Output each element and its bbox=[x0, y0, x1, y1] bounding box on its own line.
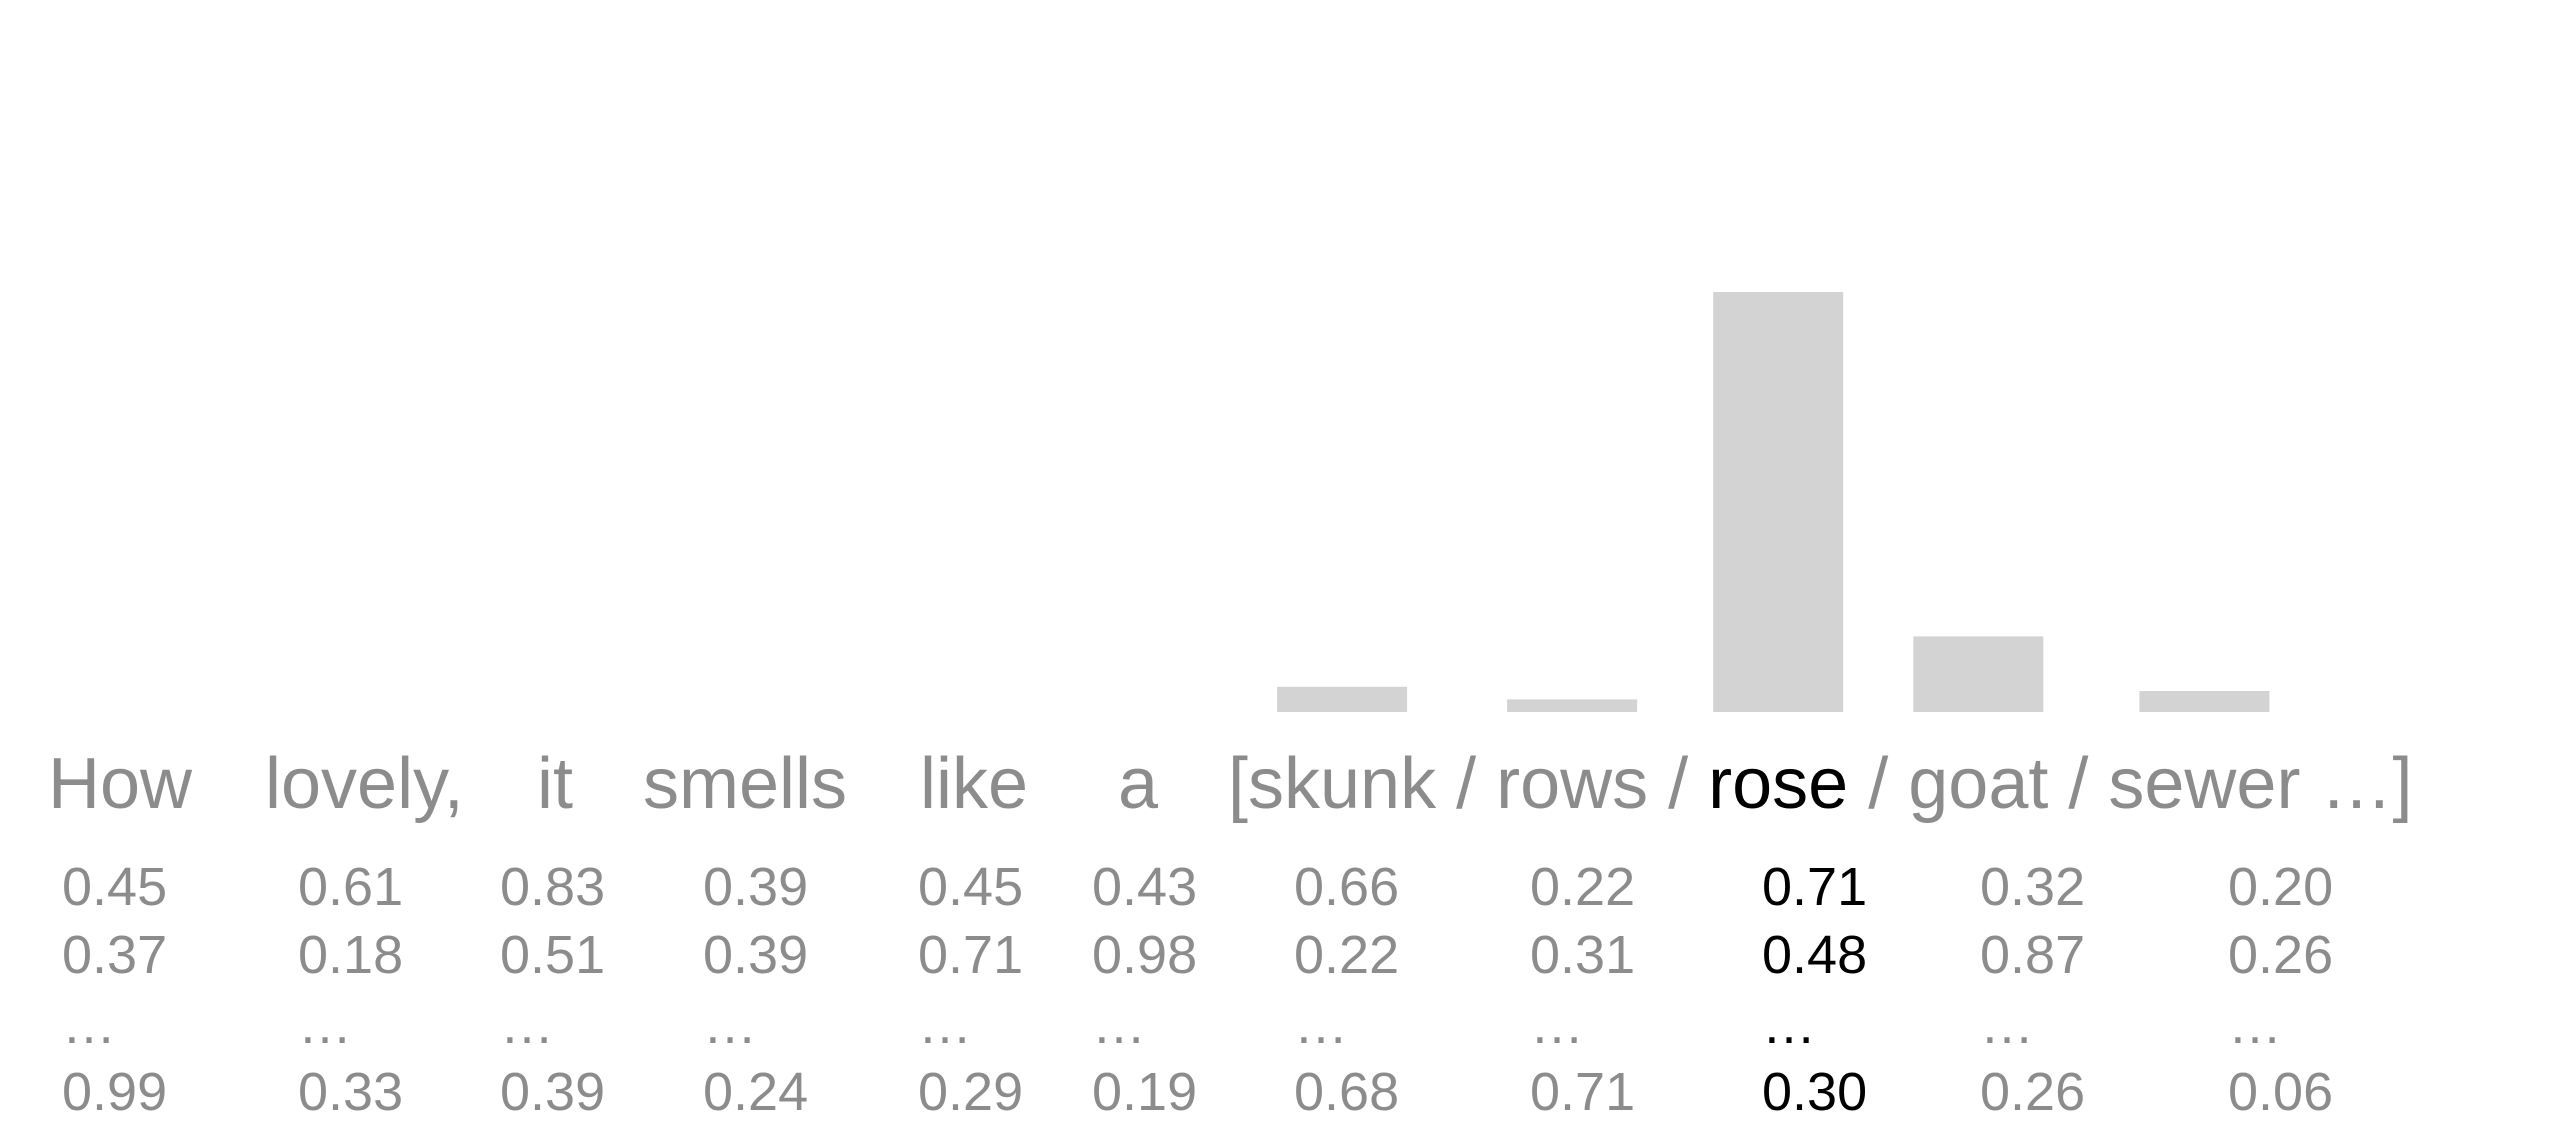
sentence-word: it bbox=[537, 744, 573, 824]
vector-value: 0.22 bbox=[1294, 925, 1399, 985]
vector-value: 0.39 bbox=[500, 1062, 605, 1122]
candidate-open-bracket: [ bbox=[1228, 744, 1248, 824]
bar-skunk bbox=[1277, 686, 1408, 712]
vector-ellipsis: … bbox=[1092, 995, 1146, 1055]
bar-rows bbox=[1507, 699, 1638, 712]
vector-value: 0.37 bbox=[62, 925, 167, 985]
vector-column: 0.66 0.22 … 0.68 bbox=[1294, 857, 1399, 1122]
vector-value: 0.51 bbox=[500, 925, 605, 985]
bar-sewer bbox=[2139, 691, 2270, 712]
vector-ellipsis: … bbox=[2228, 995, 2282, 1055]
probability-bars bbox=[1277, 292, 2270, 712]
sentence-word: smells bbox=[643, 744, 847, 824]
vector-value: 0.33 bbox=[298, 1062, 403, 1122]
candidate-word: rows bbox=[1496, 744, 1648, 824]
vector-value: 0.32 bbox=[1980, 857, 2085, 917]
vector-ellipsis: … bbox=[1980, 995, 2034, 1055]
candidate-separator: / bbox=[1436, 744, 1496, 824]
vector-value: 0.24 bbox=[703, 1062, 808, 1122]
vector-value: 0.26 bbox=[2228, 925, 2333, 985]
vector-ellipsis: … bbox=[703, 995, 757, 1055]
candidate-separator: / bbox=[2048, 744, 2108, 824]
candidate-separator: / bbox=[1848, 744, 1908, 824]
vector-value: 0.20 bbox=[2228, 857, 2333, 917]
vector-value: 0.66 bbox=[1294, 857, 1399, 917]
vector-value: 0.45 bbox=[62, 857, 167, 917]
vector-value: 0.99 bbox=[62, 1062, 167, 1122]
vector-value: 0.29 bbox=[918, 1062, 1023, 1122]
vector-value: 0.22 bbox=[1530, 857, 1635, 917]
sentence-word: like bbox=[920, 744, 1028, 824]
vector-column: 0.43 0.98 … 0.19 bbox=[1092, 857, 1197, 1122]
vector-value: 0.48 bbox=[1762, 925, 1867, 985]
vector-column: 0.32 0.87 … 0.26 bbox=[1980, 857, 2085, 1122]
vector-ellipsis: … bbox=[62, 995, 116, 1055]
vector-column: 0.20 0.26 … 0.06 bbox=[2228, 857, 2333, 1122]
vector-value: 0.39 bbox=[703, 857, 808, 917]
bar-rose bbox=[1713, 292, 1844, 712]
vector-value: 0.45 bbox=[918, 857, 1023, 917]
vector-ellipsis: … bbox=[918, 995, 972, 1055]
vector-column: 0.22 0.31 … 0.71 bbox=[1530, 857, 1635, 1122]
vector-value: 0.26 bbox=[1980, 1062, 2085, 1122]
vector-value: 0.87 bbox=[1980, 925, 2085, 985]
vector-value: 0.71 bbox=[918, 925, 1023, 985]
candidate-word: sewer bbox=[2108, 744, 2300, 824]
bar-goat bbox=[1913, 636, 2044, 712]
vector-column: 0.61 0.18 … 0.33 bbox=[298, 857, 403, 1122]
vector-ellipsis: … bbox=[298, 995, 352, 1055]
vector-value: 0.31 bbox=[1530, 925, 1635, 985]
vector-value: 0.71 bbox=[1762, 857, 1867, 917]
vector-value: 0.98 bbox=[1092, 925, 1197, 985]
vector-value: 0.30 bbox=[1762, 1062, 1867, 1122]
vector-column: 0.45 0.71 … 0.29 bbox=[918, 857, 1023, 1122]
sentence-line: How lovely, it smells like a [skunk / rows / r… bbox=[48, 744, 2412, 824]
vector-value: 0.68 bbox=[1294, 1062, 1399, 1122]
vector-column: 0.39 0.39 … 0.24 bbox=[703, 857, 808, 1122]
candidate-word: skunk bbox=[1248, 744, 1437, 824]
embedding-vectors: 0.450.37…0.990.610.18…0.330.830.51…0.390… bbox=[62, 857, 2333, 1122]
candidate-close-bracket: …] bbox=[2300, 744, 2412, 824]
vector-value: 0.19 bbox=[1092, 1062, 1197, 1122]
vector-value: 0.43 bbox=[1092, 857, 1197, 917]
vector-ellipsis: … bbox=[1530, 995, 1584, 1055]
sentence-word: a bbox=[1118, 744, 1159, 824]
vector-value: 0.06 bbox=[2228, 1062, 2333, 1122]
vector-value: 0.18 bbox=[298, 925, 403, 985]
vector-value: 0.39 bbox=[703, 925, 808, 985]
vector-ellipsis: … bbox=[500, 995, 554, 1055]
vector-ellipsis: … bbox=[1762, 995, 1816, 1055]
vector-value: 0.83 bbox=[500, 857, 605, 917]
candidate-separator: / bbox=[1648, 744, 1708, 824]
vector-column: 0.45 0.37 … 0.99 bbox=[62, 857, 167, 1122]
vector-value: 0.61 bbox=[298, 857, 403, 917]
vector-column: 0.71 0.48 … 0.30 bbox=[1762, 857, 1867, 1122]
candidate-word: rose bbox=[1708, 744, 1848, 824]
candidate-word: goat bbox=[1908, 744, 2048, 824]
sentence-word: lovely, bbox=[265, 744, 464, 824]
vector-value: 0.71 bbox=[1530, 1062, 1635, 1122]
sentence-word: How bbox=[48, 744, 193, 824]
vector-ellipsis: … bbox=[1294, 995, 1348, 1055]
vector-column: 0.83 0.51 … 0.39 bbox=[500, 857, 605, 1122]
